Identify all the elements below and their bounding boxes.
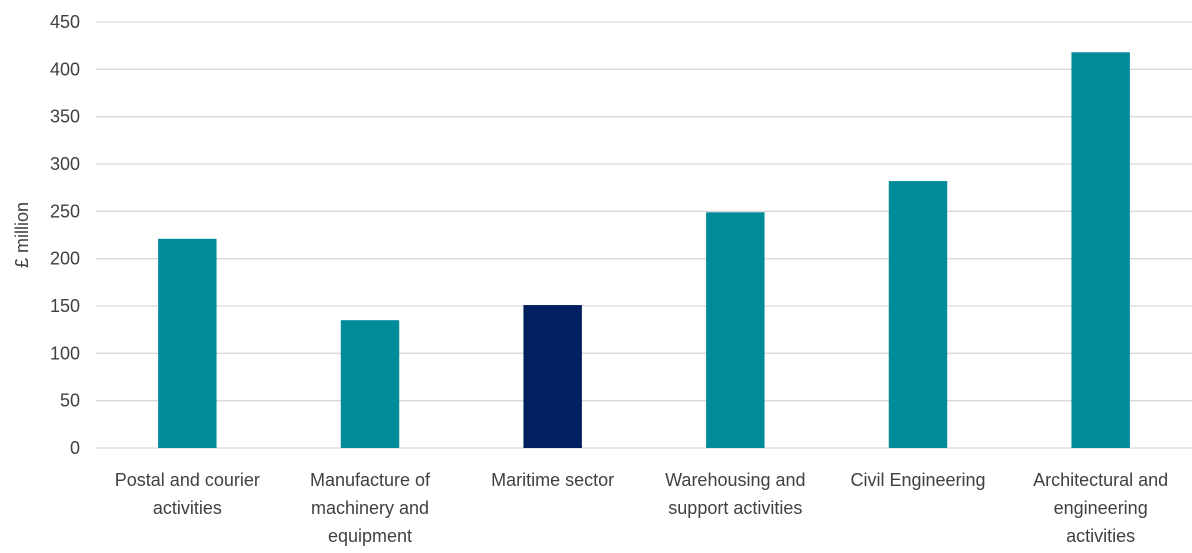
x-axis-category-labels: Postal and courier activities Manufacture … [115,470,1168,546]
y-tick-label: 400 [50,59,80,79]
bar-3 [706,212,765,448]
bar-4 [888,181,948,449]
bar-5 [1071,52,1130,448]
x-category-label-line: Manufacture of [310,470,431,490]
gridlines [96,21,1192,449]
y-tick-label: 150 [50,296,80,316]
y-tick-label: 50 [60,391,80,411]
x-category-label: Maritime sector [491,470,614,490]
x-category-label: Manufacture of machinery and equipment [310,470,431,546]
bar-2 [523,305,582,448]
x-category-label-line: equipment [328,526,412,546]
x-category-label-line: machinery and [311,498,429,518]
bar-1 [340,320,400,448]
y-tick-label: 300 [50,154,80,174]
x-category-label: Warehousing and support activities [665,470,805,518]
x-category-label-line: Postal and courier [115,470,260,490]
y-tick-label: 200 [50,249,80,269]
x-category-label: Postal and courier activities [115,470,260,518]
x-category-label-line: Warehousing and [665,470,805,490]
y-tick-label: 450 [50,12,80,32]
x-category-label-line: Maritime sector [491,470,614,490]
x-category-label-line: activities [1066,526,1135,546]
y-tick-label: 0 [70,438,80,458]
y-tick-label: 250 [50,201,80,221]
x-category-label-line: Civil Engineering [850,470,985,490]
bar-0 [158,238,217,448]
x-category-label-line: Architectural and [1033,470,1168,490]
x-category-label: Civil Engineering [850,470,985,490]
y-tick-label: 100 [50,343,80,363]
x-category-label-line: engineering [1054,498,1148,518]
x-category-label: Architectural and engineering activities [1033,470,1168,546]
y-tick-label: 350 [50,107,80,127]
y-axis-ticks: 0 50 100 150 200 250 300 350 400 450 [50,12,80,458]
x-category-label-line: support activities [668,498,802,518]
y-axis-title: £ million [12,202,32,268]
x-category-label-line: activities [153,498,222,518]
bars [158,52,1130,449]
